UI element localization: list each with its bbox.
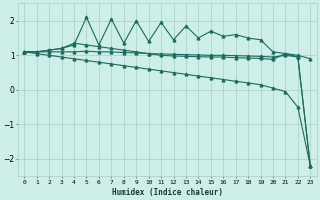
X-axis label: Humidex (Indice chaleur): Humidex (Indice chaleur) [112,188,223,197]
